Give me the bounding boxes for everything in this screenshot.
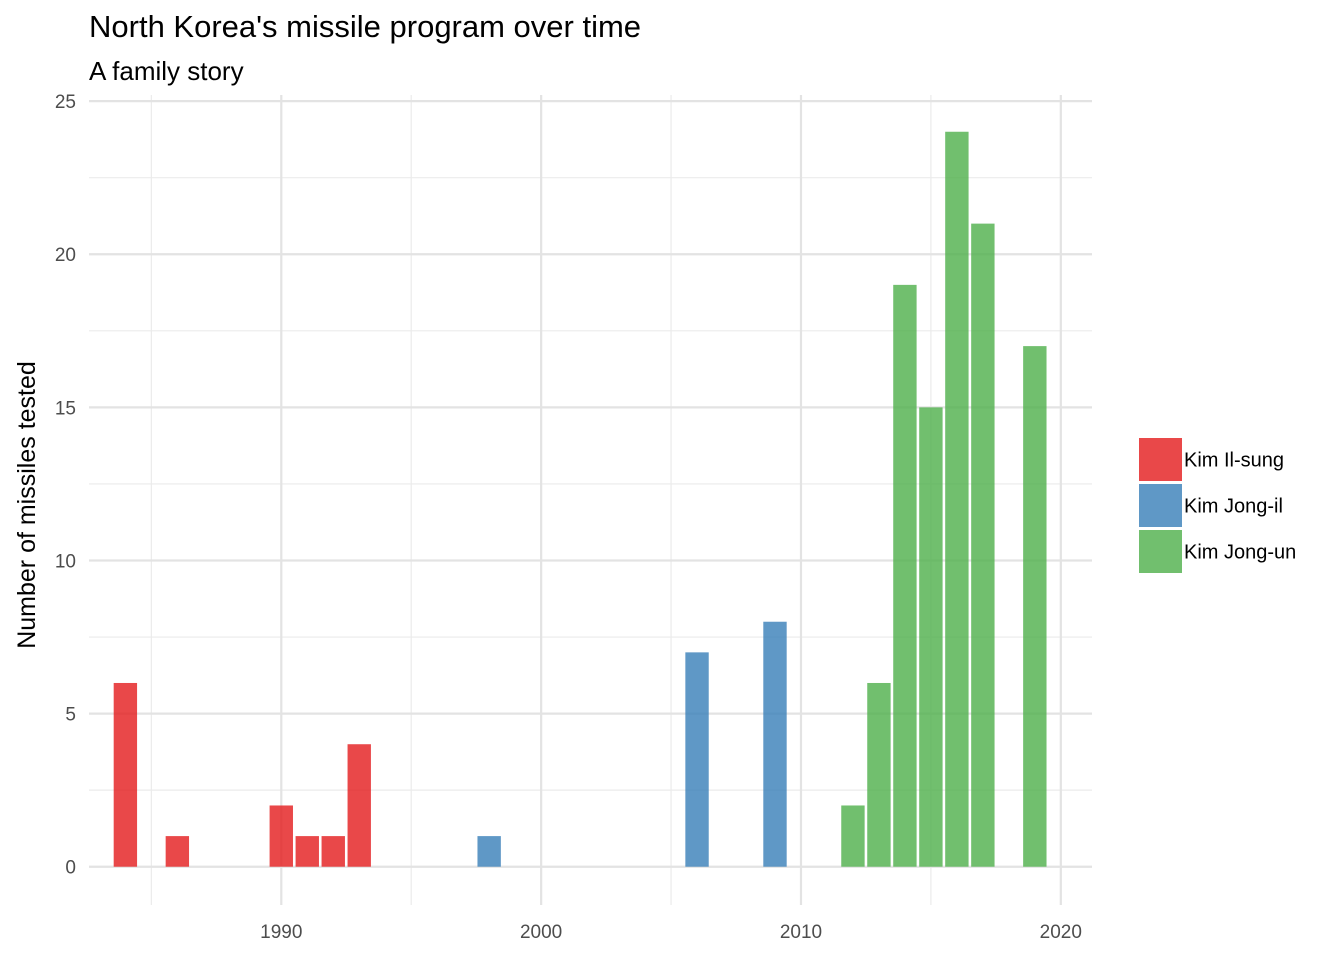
bar <box>893 284 917 867</box>
bar <box>347 744 371 867</box>
chart-subtitle: A family story <box>89 56 244 86</box>
bar <box>477 836 501 867</box>
bar <box>685 652 709 867</box>
legend-key <box>1139 438 1182 481</box>
bar <box>113 682 138 867</box>
y-tick-label: 10 <box>55 551 76 572</box>
y-tick-label: 0 <box>65 858 76 879</box>
y-axis-ticks: 0 5 10 15 20 25 <box>55 92 76 879</box>
bar <box>269 805 293 867</box>
bar <box>919 407 943 867</box>
bar <box>945 131 969 867</box>
legend-label: Kim Jong-il <box>1184 496 1283 518</box>
y-tick-label: 20 <box>55 245 76 266</box>
bars <box>113 131 1047 867</box>
bar <box>971 223 995 867</box>
legend-key <box>1139 484 1182 527</box>
x-tick-label: 2020 <box>1040 922 1082 943</box>
bar <box>165 836 190 867</box>
x-tick-label: 2000 <box>520 922 562 943</box>
legend-label: Kim Il-sung <box>1184 450 1284 472</box>
x-tick-label: 2010 <box>780 922 822 943</box>
y-tick-label: 25 <box>55 92 76 113</box>
bar <box>763 621 787 867</box>
x-axis-ticks: 1990 2000 2010 2020 <box>260 922 1082 943</box>
y-axis-label: Number of missiles tested <box>13 361 41 649</box>
legend-key <box>1139 530 1182 573</box>
x-tick-label: 1990 <box>260 922 302 943</box>
bar <box>867 682 891 867</box>
y-tick-label: 15 <box>55 398 76 419</box>
bar <box>1023 346 1047 867</box>
legend-label: Kim Jong-un <box>1184 542 1296 564</box>
bar <box>321 836 345 867</box>
y-tick-label: 5 <box>65 705 76 726</box>
bar <box>841 805 865 867</box>
chart-title: North Korea's missile program over time <box>89 9 642 44</box>
bar <box>295 836 319 867</box>
legend: Kim Il-sung Kim Jong-il Kim Jong-un <box>1139 438 1296 573</box>
